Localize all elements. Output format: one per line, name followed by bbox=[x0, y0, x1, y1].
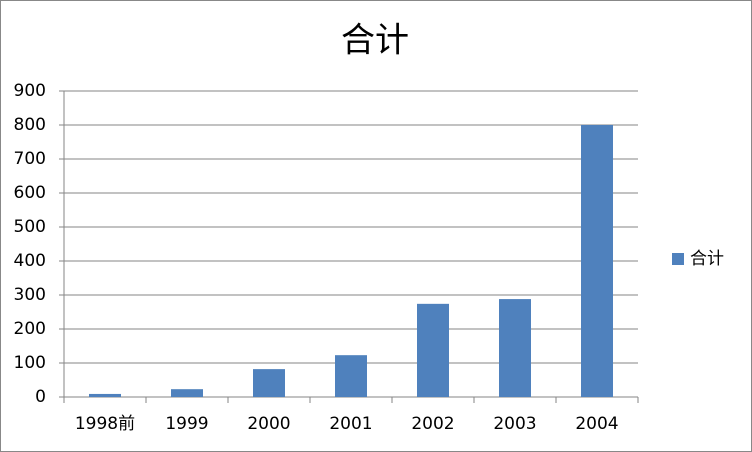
x-tick-label: 2000 bbox=[247, 414, 290, 434]
y-tick-label: 500 bbox=[14, 217, 46, 237]
y-tick-label: 600 bbox=[14, 183, 46, 203]
y-tick-label: 0 bbox=[35, 387, 46, 407]
bar bbox=[335, 355, 367, 397]
x-tick-label: 2001 bbox=[329, 414, 372, 434]
y-tick-label: 100 bbox=[14, 353, 46, 373]
x-tick-label: 1999 bbox=[165, 414, 208, 434]
y-tick-label: 200 bbox=[14, 319, 46, 339]
x-tick-label: 2002 bbox=[411, 414, 454, 434]
legend-label: 合计 bbox=[690, 249, 724, 269]
y-tick-label: 700 bbox=[14, 149, 46, 169]
y-tick-label: 800 bbox=[14, 115, 46, 135]
bar bbox=[581, 125, 613, 397]
chart-title: 合计 bbox=[341, 21, 409, 61]
y-tick-label: 300 bbox=[14, 285, 46, 305]
x-tick-label: 2003 bbox=[493, 414, 536, 434]
bar bbox=[499, 299, 531, 397]
bar bbox=[89, 393, 121, 397]
y-tick-label: 400 bbox=[14, 251, 46, 271]
x-tick-label: 2004 bbox=[575, 414, 618, 434]
bar bbox=[253, 369, 285, 397]
bar bbox=[417, 303, 449, 397]
bar bbox=[171, 389, 203, 397]
x-tick-label: 1998前 bbox=[75, 414, 135, 434]
legend-swatch bbox=[672, 253, 684, 265]
y-tick-label: 900 bbox=[14, 81, 46, 101]
